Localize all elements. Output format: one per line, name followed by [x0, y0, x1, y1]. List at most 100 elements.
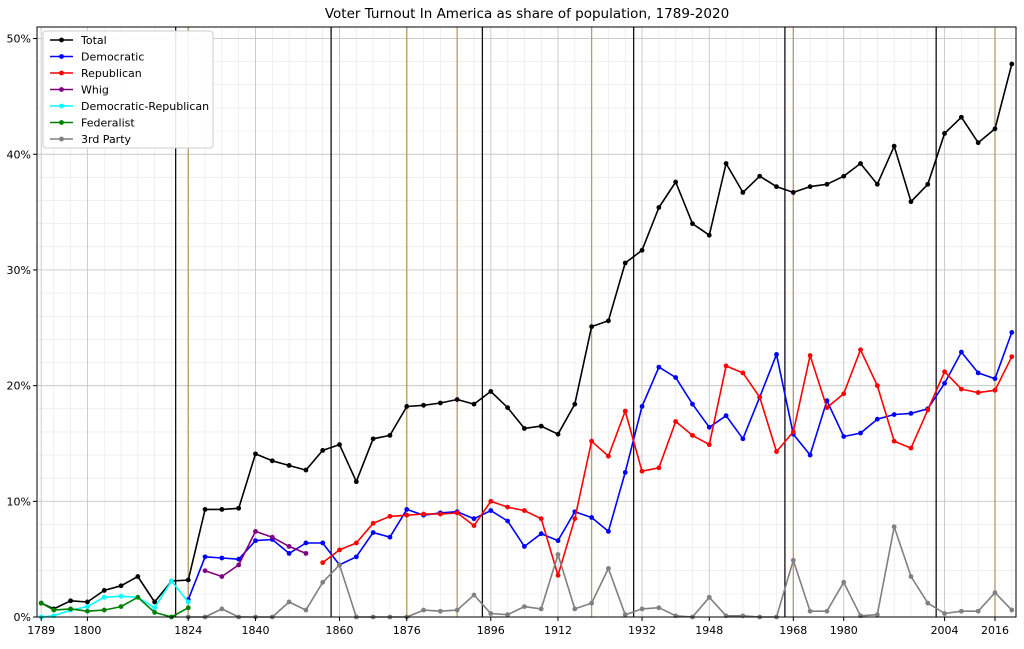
- data-point-3rd-party: [858, 613, 863, 619]
- data-point-democratic: [505, 518, 510, 524]
- data-point-federalist: [135, 594, 141, 600]
- data-point-democratic: [690, 401, 695, 407]
- data-point-3rd-party: [421, 607, 426, 613]
- legend-box: [42, 30, 214, 149]
- data-point-republican: [824, 405, 830, 411]
- data-point-democratic: [521, 544, 527, 549]
- data-point-total: [521, 426, 527, 431]
- data-point-democratic: [303, 540, 309, 546]
- data-point-3rd-party: [723, 613, 729, 619]
- data-point-3rd-party: [337, 562, 342, 568]
- series-line-democratic-republican: [41, 580, 189, 618]
- data-point-democratic: [656, 364, 662, 370]
- x-tick-label: 2016: [981, 624, 1009, 637]
- data-point-3rd-party: [740, 613, 746, 619]
- data-point-democratic: [706, 424, 712, 430]
- data-point-3rd-party: [606, 566, 611, 571]
- data-point-3rd-party: [992, 590, 998, 596]
- data-point-republican: [925, 407, 931, 413]
- data-point-democratic: [219, 555, 225, 561]
- data-point-republican: [874, 383, 880, 389]
- data-point-democratic: [841, 434, 847, 439]
- data-point-democratic: [891, 412, 897, 417]
- data-point-republican: [589, 438, 595, 444]
- series-line-federalist: [40, 596, 189, 618]
- x-tick-label: 1896: [477, 624, 505, 637]
- data-point-republican: [740, 370, 746, 376]
- data-point-democratic: [589, 515, 595, 520]
- data-point-total: [555, 431, 561, 437]
- data-point-republican: [572, 516, 578, 522]
- data-point-republican: [958, 386, 964, 392]
- data-point-whig: [303, 550, 309, 556]
- data-point-democratic: [488, 508, 494, 513]
- data-point-total: [101, 587, 107, 593]
- data-point-3rd-party: [538, 606, 544, 612]
- legend-marker-democratic-republican: [59, 103, 64, 109]
- legend-marker-republican: [59, 70, 64, 76]
- data-point-3rd-party: [286, 599, 292, 605]
- data-point-total: [942, 131, 947, 136]
- x-tick-label: 1860: [326, 624, 354, 637]
- data-point-federalist: [118, 604, 124, 609]
- data-point-total: [505, 405, 510, 411]
- data-point-republican: [723, 363, 729, 369]
- data-point-federalist: [101, 607, 107, 613]
- data-point-total: [673, 179, 679, 185]
- data-point-3rd-party: [790, 557, 796, 563]
- data-point-whig: [219, 574, 225, 579]
- data-point-total: [706, 232, 712, 238]
- data-point-democratic-republican: [118, 593, 124, 599]
- data-point-democratic: [538, 531, 544, 537]
- data-point-democratic: [807, 452, 813, 458]
- data-point-total: [437, 400, 443, 406]
- data-point-3rd-party: [454, 607, 460, 613]
- data-point-republican: [320, 560, 326, 566]
- x-tick-label: 1980: [830, 624, 858, 637]
- data-point-republican: [774, 449, 779, 454]
- data-point-democratic: [740, 436, 746, 442]
- data-point-democratic: [874, 416, 880, 422]
- data-point-total: [337, 442, 342, 448]
- data-point-3rd-party: [471, 592, 477, 598]
- data-point-democratic-republican: [185, 599, 191, 605]
- data-point-republican: [538, 516, 544, 522]
- data-point-total: [656, 205, 662, 210]
- data-point-democratic: [370, 530, 376, 535]
- data-point-republican: [639, 468, 645, 474]
- data-point-total: [858, 161, 863, 166]
- data-point-3rd-party: [673, 613, 679, 619]
- data-point-total: [488, 389, 494, 394]
- data-point-3rd-party: [942, 611, 947, 616]
- data-point-total: [269, 458, 275, 464]
- data-point-democratic: [387, 534, 393, 540]
- data-point-total: [454, 397, 460, 402]
- data-point-3rd-party: [219, 606, 225, 612]
- data-point-total: [253, 451, 258, 457]
- data-point-republican: [437, 511, 443, 517]
- data-point-3rd-party: [706, 594, 712, 600]
- data-point-total: [219, 507, 225, 512]
- data-point-3rd-party: [437, 608, 443, 614]
- legend-label-republican: Republican: [81, 67, 142, 80]
- data-point-republican: [908, 445, 914, 451]
- data-point-federalist: [185, 605, 191, 611]
- legend-label-3rd-party: 3rd Party: [81, 133, 132, 146]
- legend-label-total: Total: [80, 34, 107, 47]
- data-point-republican: [975, 390, 981, 395]
- data-point-democratic: [1009, 330, 1015, 335]
- data-point-3rd-party: [891, 524, 897, 530]
- data-point-total: [286, 463, 292, 468]
- data-point-3rd-party: [589, 600, 595, 606]
- data-point-democratic: [555, 538, 561, 544]
- data-point-total: [538, 423, 544, 429]
- plot-frame: [36, 26, 1017, 618]
- data-point-democratic: [202, 554, 208, 560]
- y-tick-label: 30%: [7, 264, 31, 277]
- data-point-total: [807, 184, 813, 190]
- data-point-republican: [555, 572, 561, 578]
- data-point-democratic: [404, 507, 410, 512]
- data-point-republican: [690, 432, 695, 438]
